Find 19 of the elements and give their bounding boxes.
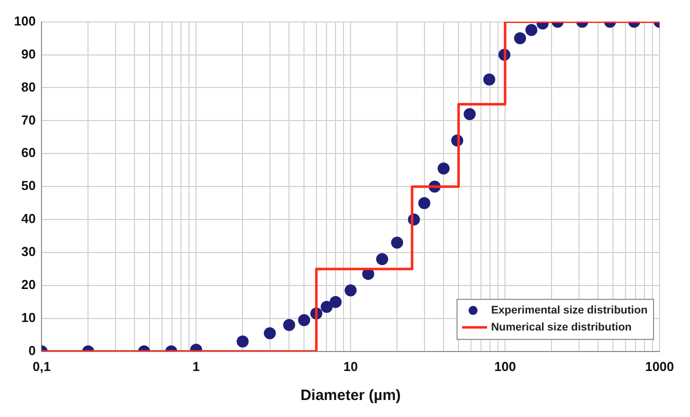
y-tick-label: 20 [21, 277, 36, 292]
y-tick-label: 100 [14, 13, 36, 28]
y-tick-label: 60 [21, 145, 36, 160]
x-tick-label: 10 [343, 358, 358, 374]
y-tick-label: 80 [21, 79, 36, 94]
y-tick-label: 10 [21, 310, 36, 326]
x-tick-label: 1 [192, 358, 200, 374]
y-tick-label: 90 [21, 46, 36, 62]
legend-label: Experimental size distribution [491, 304, 648, 316]
x-tick-label: 100 [494, 358, 516, 374]
x-axis-title: Diameter (µm) [300, 387, 401, 404]
x-tick-label: 0,1 [32, 358, 51, 374]
y-tick-label: 40 [21, 211, 36, 226]
x-tick-label: 1000 [645, 358, 674, 374]
y-tick-label: 0 [28, 342, 36, 358]
y-tick-label: 50 [21, 178, 36, 194]
y-tick-label: 30 [21, 244, 36, 260]
legend-label: Numerical size distribution [491, 321, 632, 334]
y-tick-label: 70 [21, 112, 36, 128]
